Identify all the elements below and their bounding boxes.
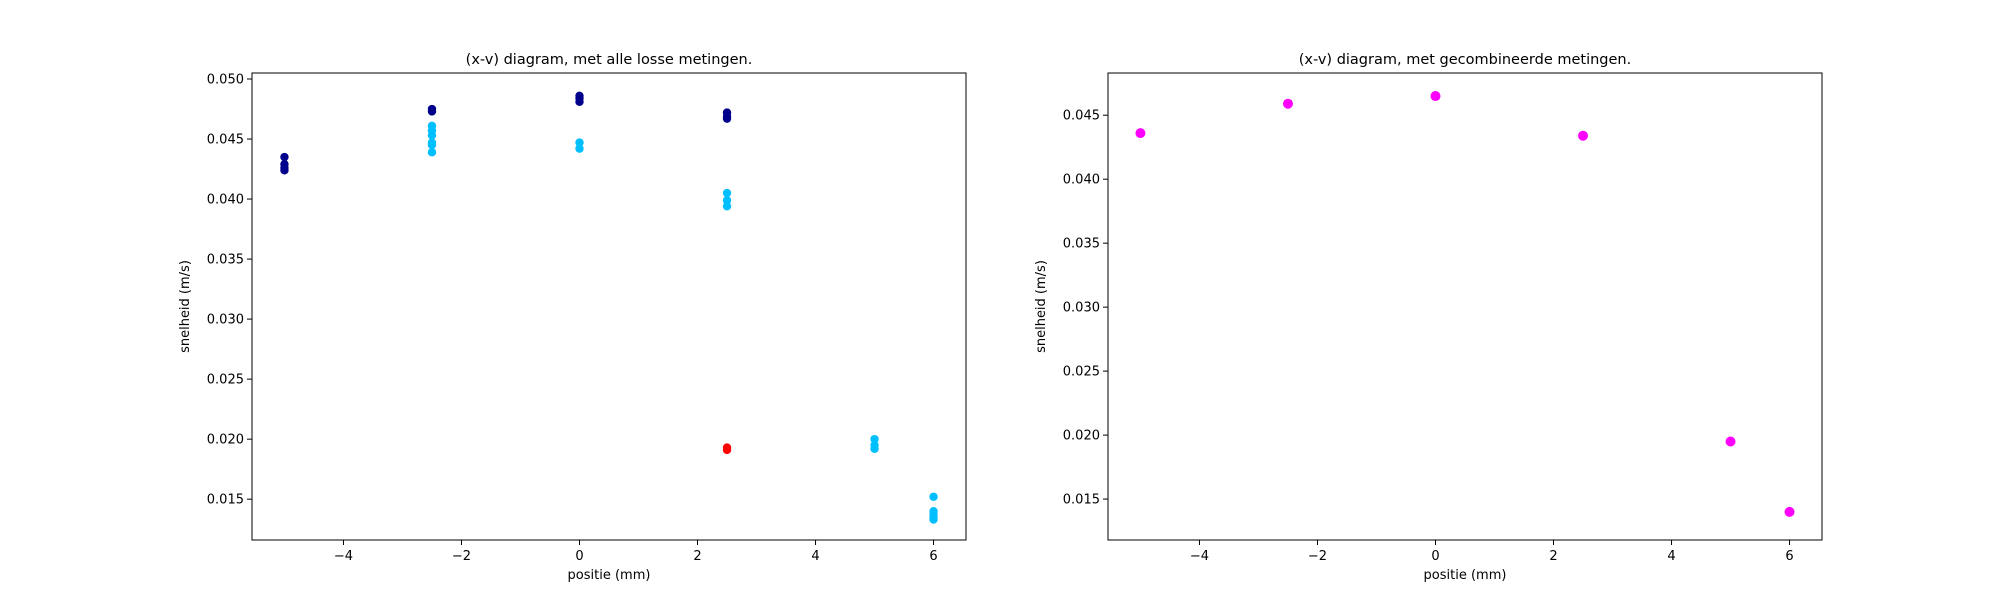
data-point <box>722 188 732 198</box>
y-tick-label: 0.020 <box>207 433 244 448</box>
data-point <box>1282 98 1293 109</box>
x-tick-label: 6 <box>1785 549 1793 564</box>
y-tick-label: 0.035 <box>1063 237 1100 252</box>
x-tick-label: 6 <box>929 549 937 564</box>
x-tick-label: 0 <box>1431 549 1439 564</box>
y-tick-label: 0.045 <box>1063 109 1100 124</box>
y-tick-label: 0.040 <box>1063 173 1100 188</box>
data-point <box>1784 506 1795 517</box>
data-point <box>722 445 732 455</box>
data-point <box>280 152 289 162</box>
x-tick-label: 0 <box>575 549 583 564</box>
data-point <box>575 144 584 153</box>
data-point <box>1578 130 1589 141</box>
x-axis-label: positie (mm) <box>1424 568 1507 583</box>
data-point <box>929 492 938 501</box>
x-tick-label: 2 <box>693 549 701 564</box>
x-tick-label: 4 <box>1667 549 1675 564</box>
chart-title: (x-v) diagram, met alle losse metingen. <box>466 52 753 68</box>
data-point <box>722 196 732 205</box>
data-point <box>427 131 437 140</box>
data-point <box>929 515 938 524</box>
data-point <box>575 97 584 107</box>
data-point <box>1135 128 1146 139</box>
x-tick-label: −2 <box>1308 549 1327 564</box>
data-point <box>1725 436 1736 447</box>
y-tick-label: 0.045 <box>207 133 244 148</box>
data-series-2 <box>722 443 732 455</box>
chart-all-measurements: (x-v) diagram, met alle losse metingen. −… <box>178 52 967 583</box>
data-point <box>575 138 584 147</box>
x-axis-label: positie (mm) <box>568 568 651 583</box>
y-tick-label: 0.025 <box>207 373 244 388</box>
data-point <box>870 434 879 444</box>
y-tick-label: 0.030 <box>1063 301 1100 316</box>
y-tick-label: 0.025 <box>1063 365 1100 380</box>
plot-frame <box>1107 72 1823 541</box>
y-tick-label: 0.015 <box>1063 493 1100 508</box>
y-tick-label: 0.030 <box>207 313 244 328</box>
y-tick-label: 0.050 <box>207 73 244 88</box>
x-tick-label: 2 <box>1549 549 1557 564</box>
data-point <box>280 166 289 175</box>
y-tick-label: 0.035 <box>207 253 244 268</box>
y-tick-label: 0.040 <box>207 193 244 208</box>
y-axis-label: snelheid (m/s) <box>1034 260 1049 353</box>
x-tick-label: −4 <box>1190 549 1209 564</box>
plot-frame <box>251 72 967 541</box>
data-point <box>1430 91 1441 102</box>
data-series-0 <box>280 91 732 175</box>
data-point <box>722 202 732 211</box>
chart-combined-measurements: (x-v) diagram, met gecombineerde metinge… <box>1034 52 1823 583</box>
data-point <box>427 140 437 150</box>
x-tick-label: −4 <box>334 549 353 564</box>
data-series-0 <box>1135 91 1795 517</box>
x-tick-label: 4 <box>811 549 819 564</box>
data-point <box>427 107 437 116</box>
data-point <box>722 114 732 123</box>
data-series-1 <box>427 121 938 524</box>
data-point <box>427 148 437 157</box>
x-tick-label: −2 <box>452 549 471 564</box>
y-tick-label: 0.015 <box>207 493 244 508</box>
y-tick-label: 0.020 <box>1063 429 1100 444</box>
chart-title: (x-v) diagram, met gecombineerde metinge… <box>1299 52 1631 68</box>
data-point <box>870 444 879 453</box>
y-axis-label: snelheid (m/s) <box>178 260 193 353</box>
